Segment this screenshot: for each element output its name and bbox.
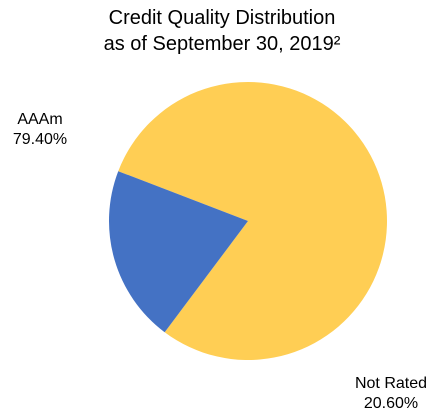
chart-title: Credit Quality Distribution [108,7,336,29]
slice-percent-not-rated: 20.60% [363,395,419,412]
pie-slice-not-rated [109,171,248,333]
slice-label-aaam: AAAm 79.40% [0,110,80,150]
slice-label-not-rated: Not Rated 20.60% [345,374,437,414]
slice-name-aaam: AAAm [17,111,63,128]
chart-subtitle: as of September 30, 2019² [103,33,341,55]
slice-name-not-rated: Not Rated [354,375,428,392]
slice-percent-aaam: 79.40% [12,131,68,148]
pie-slice-aaam [118,81,388,360]
